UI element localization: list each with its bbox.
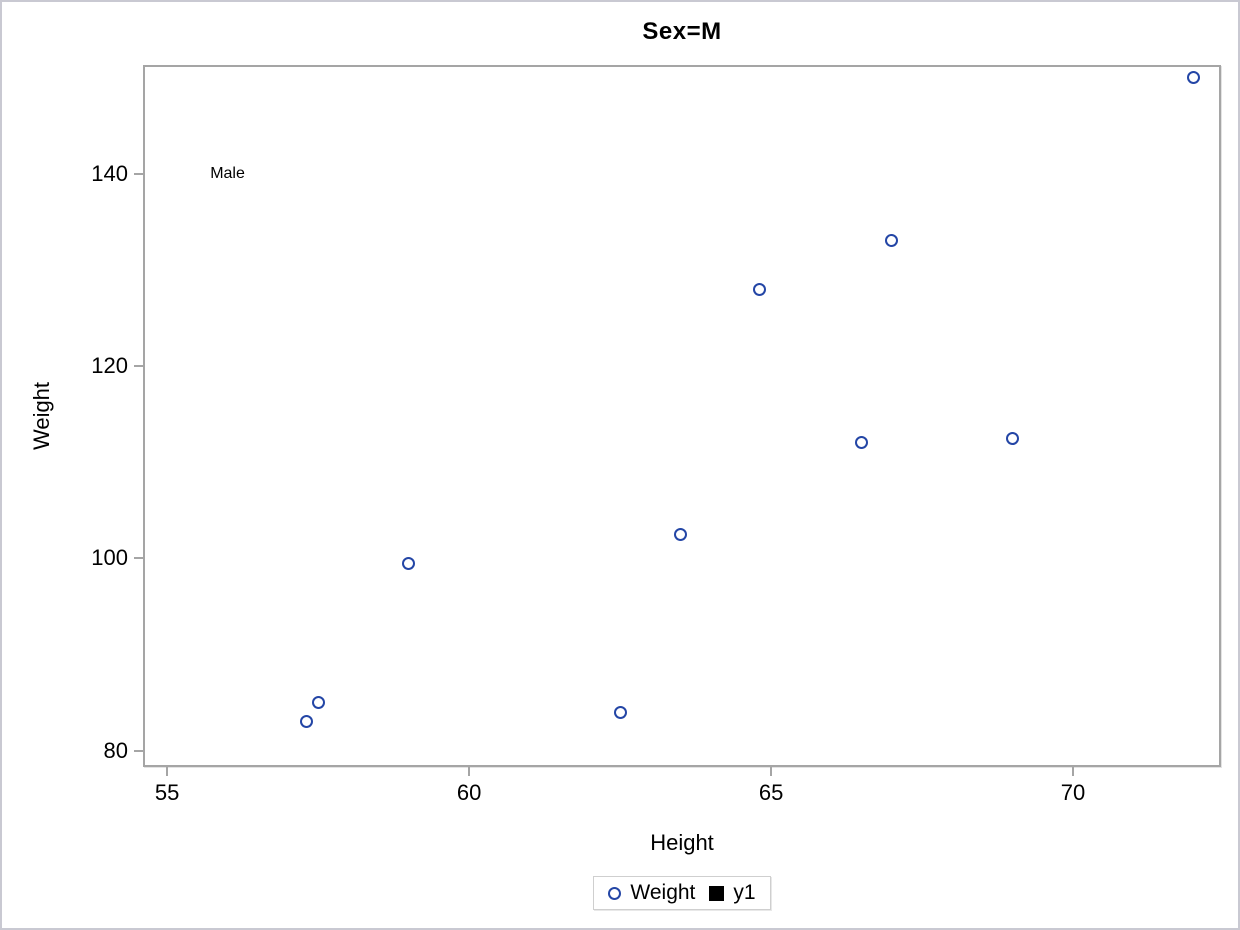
y-tick-label: 100 — [91, 545, 128, 571]
data-point — [402, 556, 416, 570]
data-point — [885, 234, 899, 248]
legend-box: Weight y1 — [593, 876, 771, 910]
legend-label: Weight — [630, 881, 696, 904]
data-point — [855, 436, 869, 450]
x-tick-label: 65 — [758, 780, 784, 805]
x-tick-mark — [770, 767, 773, 776]
legend-label: y1 — [733, 881, 756, 904]
x-tick-mark — [1072, 767, 1075, 776]
data-point — [1006, 431, 1020, 445]
y-tick-mark — [134, 749, 143, 752]
data-point — [613, 705, 627, 719]
data-point — [752, 282, 766, 296]
legend-row: Weight y1 — [143, 876, 1221, 910]
data-point — [299, 715, 313, 729]
x-tick-label: 70 — [1060, 780, 1086, 805]
x-tick-label: 60 — [456, 780, 482, 805]
circle-marker-icon — [608, 886, 622, 900]
data-label-annotation: Male — [210, 164, 245, 182]
chart-title: Sex=M — [642, 18, 722, 45]
data-point — [311, 696, 325, 710]
y-tick-label: 140 — [91, 160, 128, 186]
y-tick-mark — [134, 172, 143, 175]
plot-area — [143, 65, 1221, 767]
legend-item-weight: Weight — [608, 881, 695, 905]
x-tick-mark — [468, 767, 471, 776]
x-tick-label: 55 — [154, 780, 180, 805]
legend-item-y1: y1 — [709, 881, 756, 905]
y-tick-mark — [134, 557, 143, 560]
y-axis-title: Weight — [29, 381, 54, 451]
y-tick-mark — [134, 364, 143, 367]
y-tick-label: 80 — [103, 737, 128, 763]
y-tick-label: 120 — [91, 352, 128, 378]
data-point — [673, 527, 687, 541]
data-point — [1187, 71, 1201, 84]
x-axis-title: Height — [650, 830, 714, 855]
x-tick-mark — [166, 767, 169, 776]
filled-square-marker-icon — [709, 885, 725, 901]
